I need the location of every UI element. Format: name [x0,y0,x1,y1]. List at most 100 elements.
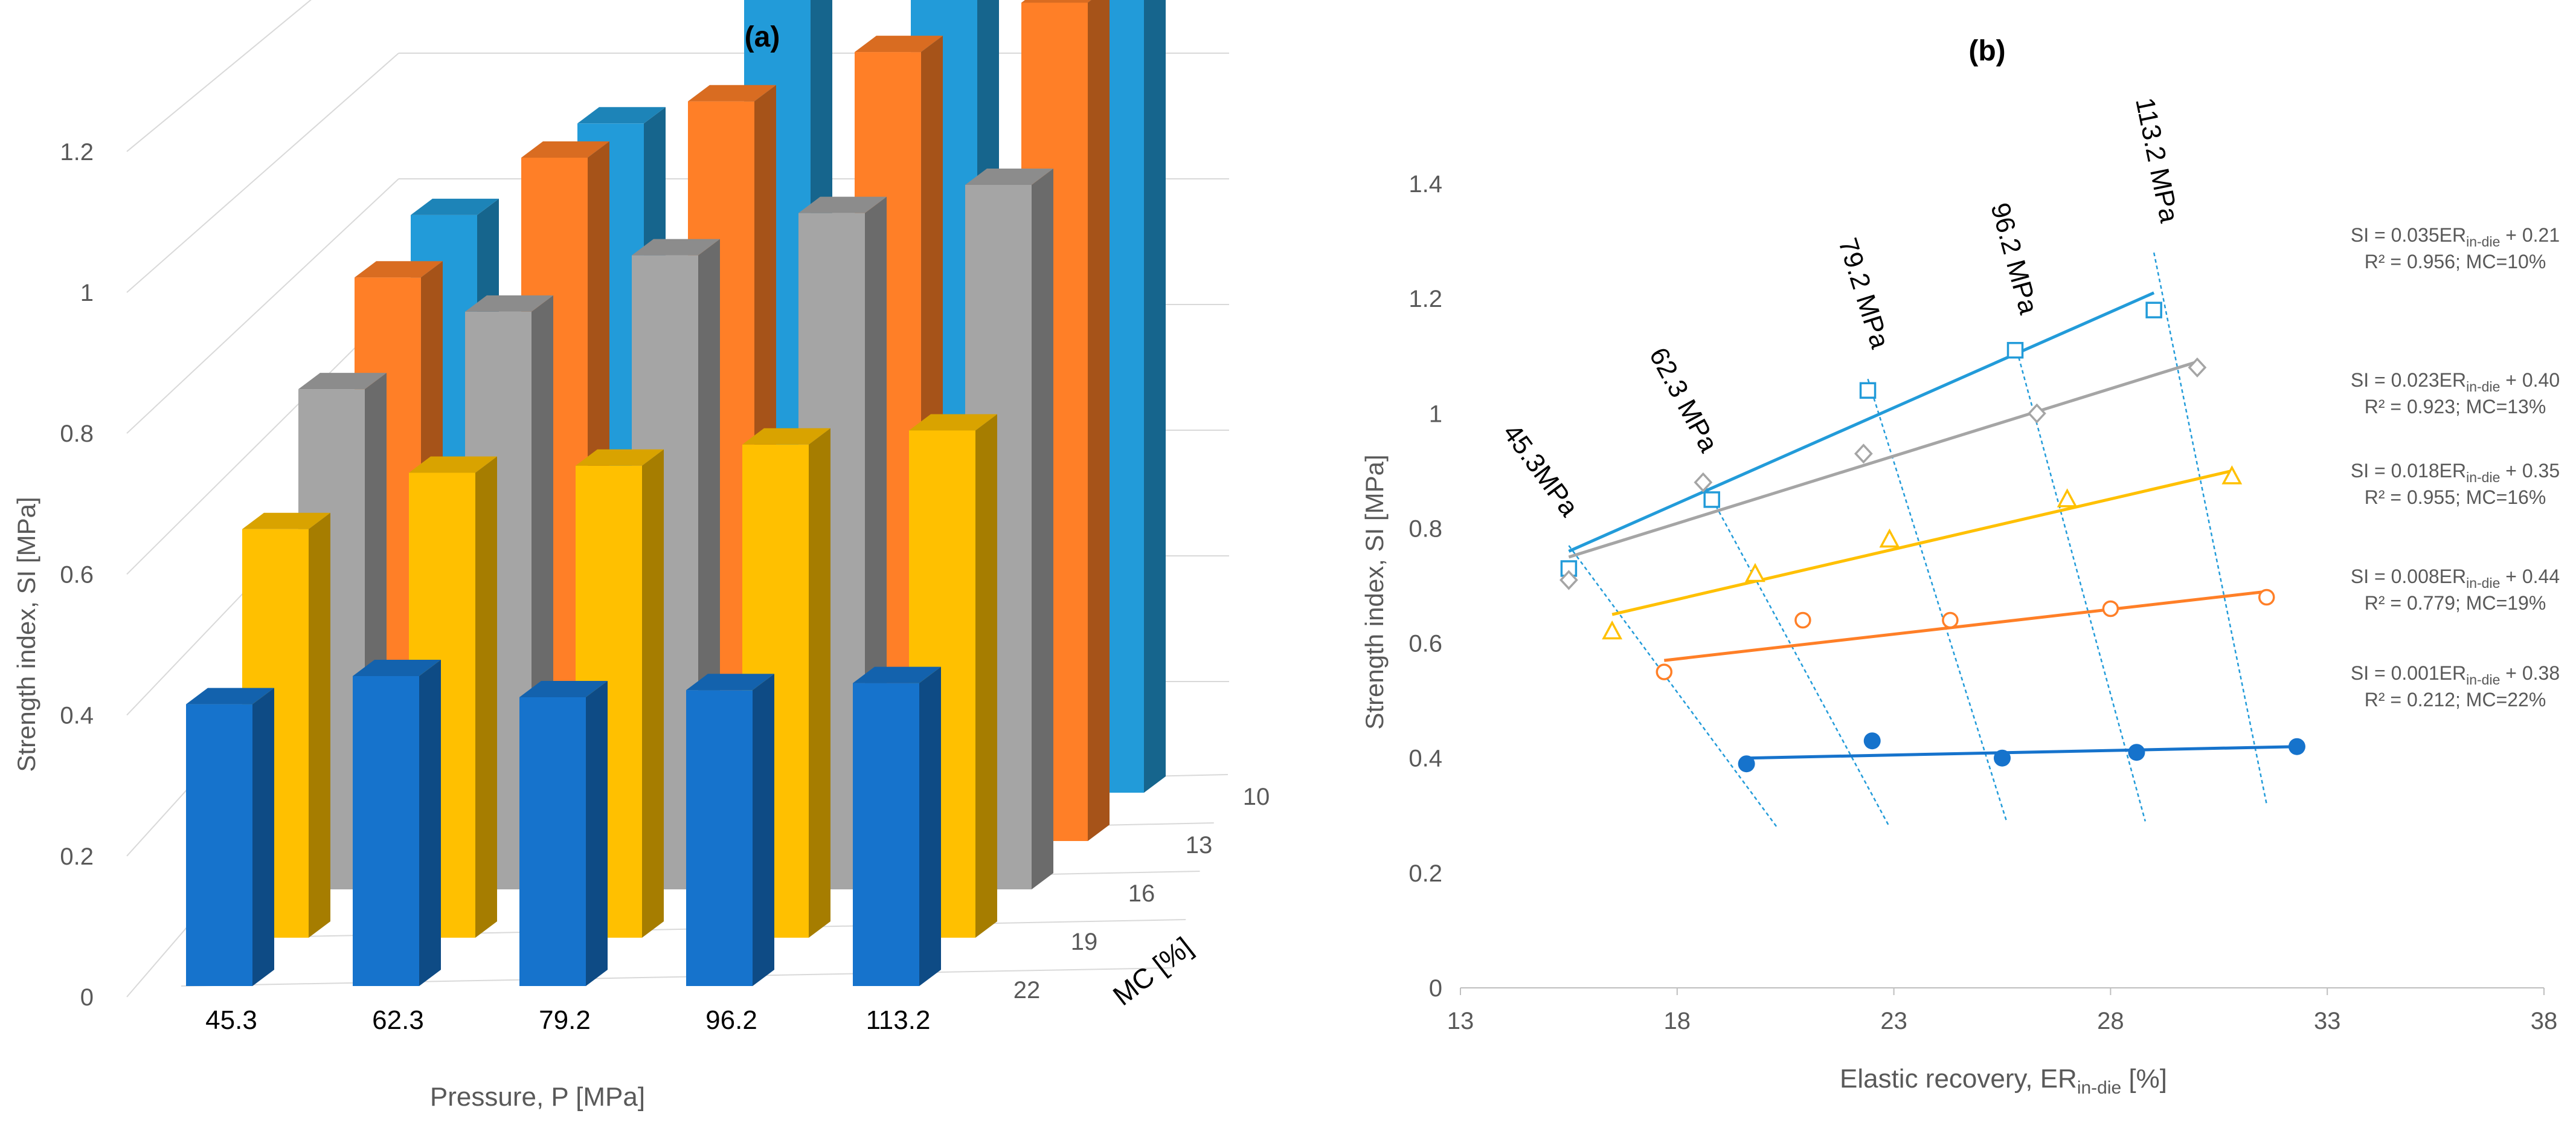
bar-side [252,688,274,986]
bar-top [355,261,443,278]
y-tick-label: 0.6 [1408,631,1442,657]
chart-a-z-axis-title: MC [%] [1107,930,1198,1011]
depth-tick-label: 10 [1243,784,1270,810]
r2-label: R² = 0.956; MC=10% [2365,251,2546,272]
trend-line [1746,745,2298,760]
x-tick-label: 33 [2314,1008,2341,1034]
bar-side [975,414,997,938]
bar-top [465,295,553,312]
bar-side [475,456,497,938]
x-tick-label: 96.2 [705,1005,757,1035]
r2-label: R² = 0.779; MC=19% [2365,592,2546,614]
floor-line [181,967,1172,987]
equation-tail: + 0.44 [2500,566,2560,587]
bar-top [798,196,887,213]
y-tick-label: 0.6 [60,561,94,588]
bar [853,666,941,986]
bar-top [411,198,499,215]
bar-side [1088,0,1110,841]
data-point [1879,528,1900,548]
r2-label: R² = 0.955; MC=16% [2365,486,2546,508]
x-tick-label: 45.3 [205,1005,257,1035]
x-tick-label: 18 [1664,1008,1691,1034]
bar-side [642,449,664,938]
equation-main: SI = 0.035ER [2351,224,2466,246]
bar-side [1032,169,1053,889]
equation-label: SI = 0.008ERin-die + 0.44 [2351,566,2560,591]
bar-side [753,674,774,986]
x-tick-label: 38 [2531,1008,2558,1034]
bar-top [576,449,664,466]
chart-a: (a) Strength index, SI [MPa] Pressure, P… [12,0,1270,1112]
r2-label: R² = 0.923; MC=13% [2365,396,2546,417]
data-point [2288,738,2305,755]
y-gridline [126,178,399,434]
equation-tail: + 0.38 [2500,662,2560,684]
depth-tick-label: 13 [1186,832,1213,859]
y-tick-label: 0.8 [1408,515,1442,542]
y-tick-label: 1 [1429,401,1442,427]
bar [686,674,774,986]
pressure-line-label: 96.2 MPa [1985,199,2043,317]
data-point [1694,472,1713,492]
equation-label: SI = 0.018ERin-die + 0.35 [2351,460,2560,485]
equation-main: SI = 0.008ER [2351,566,2466,587]
data-point [1656,663,1673,680]
bar-top [242,512,330,529]
data-point [2028,403,2046,424]
chart-b-y-axis-title: Strength index, SI [MPa] [1360,454,1389,729]
bar-side [809,428,830,938]
trend-line [1663,590,2267,662]
trend-line [1611,469,2232,616]
chart-a-bars [186,0,1166,986]
data-point [2102,600,2119,617]
bar-top [632,239,720,256]
bar-top [409,456,497,473]
data-point [1854,443,1873,464]
chart-b-x-axis-title: Elastic recovery, ERin-die [%] [1840,1064,2167,1098]
y-tick-label: 1.2 [60,139,94,166]
pressure-line-label: 62.3 MPa [1643,343,1724,457]
equation-sub: in-die [2466,379,2500,395]
chart-b-title: (b) [1968,35,2005,67]
bar-front [353,675,419,986]
data-point [1794,611,1811,629]
y-tick-label: 0.2 [60,843,94,870]
chart-b-axes: 13 18 23 28 33 38 0 0.2 0.4 0.6 0.8 1 1.2 1.4 [1408,171,2557,1034]
chart-a-x-axis-title: Pressure, P [MPa] [430,1082,645,1112]
data-point [2145,301,2162,318]
pressure-line-label: 79.2 MPa [1832,234,1895,352]
bar-top [965,169,1053,185]
bar [519,680,608,986]
data-point [2057,488,2078,508]
pressure-line-label: 113.2 MPa [2130,95,2184,225]
bar-top [521,141,609,158]
data-point [2188,357,2207,378]
data-point [1602,620,1623,640]
bar-top [909,414,997,431]
x-tick-label: 113.2 [866,1005,931,1035]
trend-line [1568,291,2155,553]
equation-tail: + 0.35 [2500,460,2560,482]
bar-top [298,373,387,390]
chart-b: 13 18 23 28 33 38 0 0.2 0.4 0.6 0.8 1 1.2 1.4 45.3MPa… [1360,35,2560,1098]
bar-front [853,683,919,986]
equation-label: SI = 0.001ERin-die + 0.38 [2351,662,2560,688]
y-tick-label: 1 [80,280,94,306]
data-point [1942,611,1959,629]
pressure-line [1568,545,1778,828]
x-tick-label: 62.3 [372,1005,424,1035]
pressure-line [1702,482,1890,828]
x-tick-label: 79.2 [539,1005,591,1035]
data-point [2221,465,2243,485]
equation-main: SI = 0.018ER [2351,460,2466,482]
data-point [2006,341,2024,359]
pressure-line [1867,378,2008,822]
pressure-line [2014,344,2147,822]
